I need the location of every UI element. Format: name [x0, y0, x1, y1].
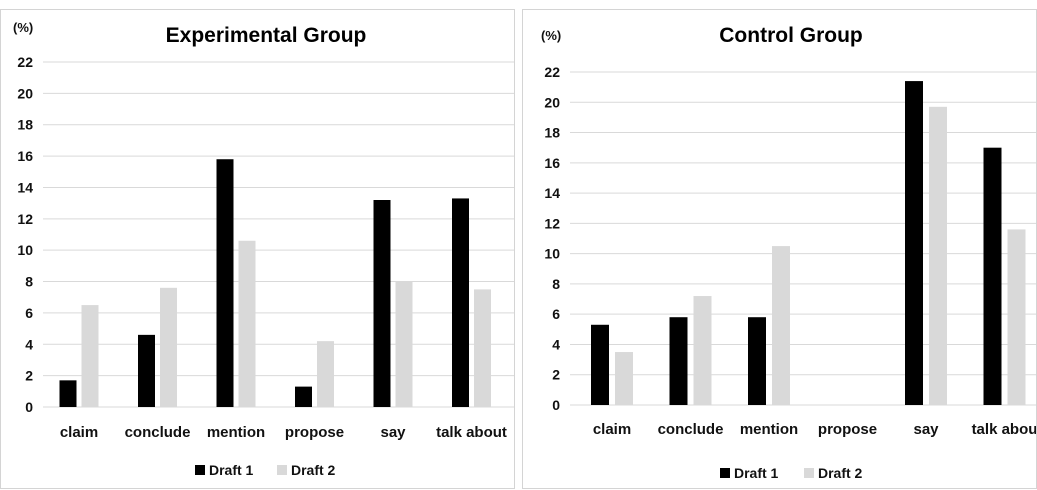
y-tick-label-20: 20 — [17, 85, 33, 101]
x-category-label-claim: claim — [593, 421, 631, 438]
experimental-group-svg: (%) Experimental Group 0 2 4 6 8 10 12 14 16 18 20… — [13, 20, 514, 478]
y-tick-label-16: 16 — [544, 155, 560, 171]
x-category-label-propose: propose — [285, 424, 344, 441]
legend-swatch-draft-1 — [195, 465, 205, 475]
y-tick-label-0: 0 — [25, 399, 33, 415]
x-category-label-claim: claim — [60, 424, 98, 441]
legend-swatch-draft-1 — [720, 468, 730, 478]
bar-talk-about-draft-2 — [474, 289, 491, 407]
legend-label-draft-2: Draft 2 — [818, 465, 863, 481]
bar-conclude-draft-2 — [160, 287, 177, 407]
x-category-label-say: say — [380, 424, 406, 441]
plot-area: 0 2 4 6 8 10 12 14 16 18 20 22 claim conclude mention p… — [17, 54, 514, 441]
bar-propose-draft-1 — [295, 386, 312, 407]
control-group-chart: (%) Control Group 0 2 4 6 8 10 12 14 16 18 20 22 cla… — [522, 9, 1037, 489]
bar-conclude-draft-2 — [693, 296, 712, 405]
y-tick-label-14: 14 — [544, 185, 560, 201]
y-unit-label: (%) — [541, 28, 561, 43]
y-tick-label-12: 12 — [544, 215, 560, 231]
y-tick-label-14: 14 — [17, 179, 33, 195]
y-tick-label-6: 6 — [25, 305, 33, 321]
x-category-label-conclude: conclude — [658, 421, 724, 438]
y-tick-label-8: 8 — [552, 276, 560, 292]
x-category-label-mention: mention — [207, 424, 265, 441]
y-tick-label-18: 18 — [17, 117, 33, 133]
x-category-label-talk-about: talk about — [436, 424, 507, 441]
legend-label-draft-2: Draft 2 — [291, 462, 336, 478]
bar-say-draft-1 — [905, 81, 923, 405]
y-tick-label-4: 4 — [552, 336, 560, 352]
chart-title: Experimental Group — [166, 24, 367, 47]
bar-conclude-draft-1 — [669, 317, 688, 405]
x-category-label-say: say — [913, 421, 939, 438]
y-tick-label-22: 22 — [544, 64, 560, 80]
y-tick-label-2: 2 — [552, 367, 560, 383]
x-category-label-mention: mention — [740, 421, 798, 438]
y-tick-label-18: 18 — [544, 125, 560, 141]
legend-label-draft-1: Draft 1 — [209, 462, 254, 478]
control-group-svg: (%) Control Group 0 2 4 6 8 10 12 14 16 18 20 22 cla… — [541, 24, 1036, 481]
bar-mention-draft-1 — [216, 159, 234, 407]
legend-swatch-draft-2 — [277, 465, 287, 475]
bar-say-draft-2 — [929, 106, 947, 406]
bar-propose-draft-2 — [317, 341, 334, 407]
legend-swatch-draft-2 — [804, 468, 814, 478]
bar-mention-draft-2 — [772, 246, 790, 405]
bar-claim-draft-2 — [615, 352, 633, 405]
bar-mention-draft-1 — [748, 317, 766, 405]
bar-mention-draft-2 — [238, 240, 256, 407]
bar-talk-abou-draft-1 — [983, 147, 1002, 405]
y-tick-label-10: 10 — [544, 246, 560, 262]
y-tick-label-0: 0 — [552, 397, 560, 413]
y-tick-label-2: 2 — [25, 368, 33, 384]
legend: Draft 1 Draft 2 — [720, 465, 863, 481]
y-tick-label-16: 16 — [17, 148, 33, 164]
x-category-label-conclude: conclude — [125, 424, 191, 441]
bar-talk-about-draft-1 — [452, 198, 469, 407]
bar-claim-draft-1 — [591, 324, 609, 405]
bar-say-draft-1 — [373, 200, 391, 407]
y-tick-label-6: 6 — [552, 306, 560, 322]
y-tick-label-8: 8 — [25, 274, 33, 290]
bar-claim-draft-1 — [59, 380, 77, 407]
legend-label-draft-1: Draft 1 — [734, 465, 779, 481]
experimental-group-chart: (%) Experimental Group 0 2 4 6 8 10 12 14 16 18 20… — [0, 9, 515, 489]
y-tick-label-4: 4 — [25, 336, 33, 352]
y-tick-label-22: 22 — [17, 54, 33, 70]
y-unit-label: (%) — [13, 20, 33, 35]
y-tick-label-12: 12 — [17, 211, 33, 227]
x-category-label-propose: propose — [818, 421, 877, 438]
x-category-label-talk-abou: talk abou — [972, 421, 1036, 438]
legend: Draft 1 Draft 2 — [195, 462, 336, 478]
bar-claim-draft-2 — [81, 305, 99, 407]
bar-conclude-draft-1 — [138, 334, 155, 407]
plot-area: 0 2 4 6 8 10 12 14 16 18 20 22 claim conclude mention p… — [544, 64, 1036, 438]
bar-talk-abou-draft-2 — [1007, 229, 1026, 405]
chart-title: Control Group — [719, 24, 862, 47]
bar-say-draft-2 — [395, 281, 413, 407]
y-tick-label-10: 10 — [17, 242, 33, 258]
y-tick-label-20: 20 — [544, 94, 560, 110]
